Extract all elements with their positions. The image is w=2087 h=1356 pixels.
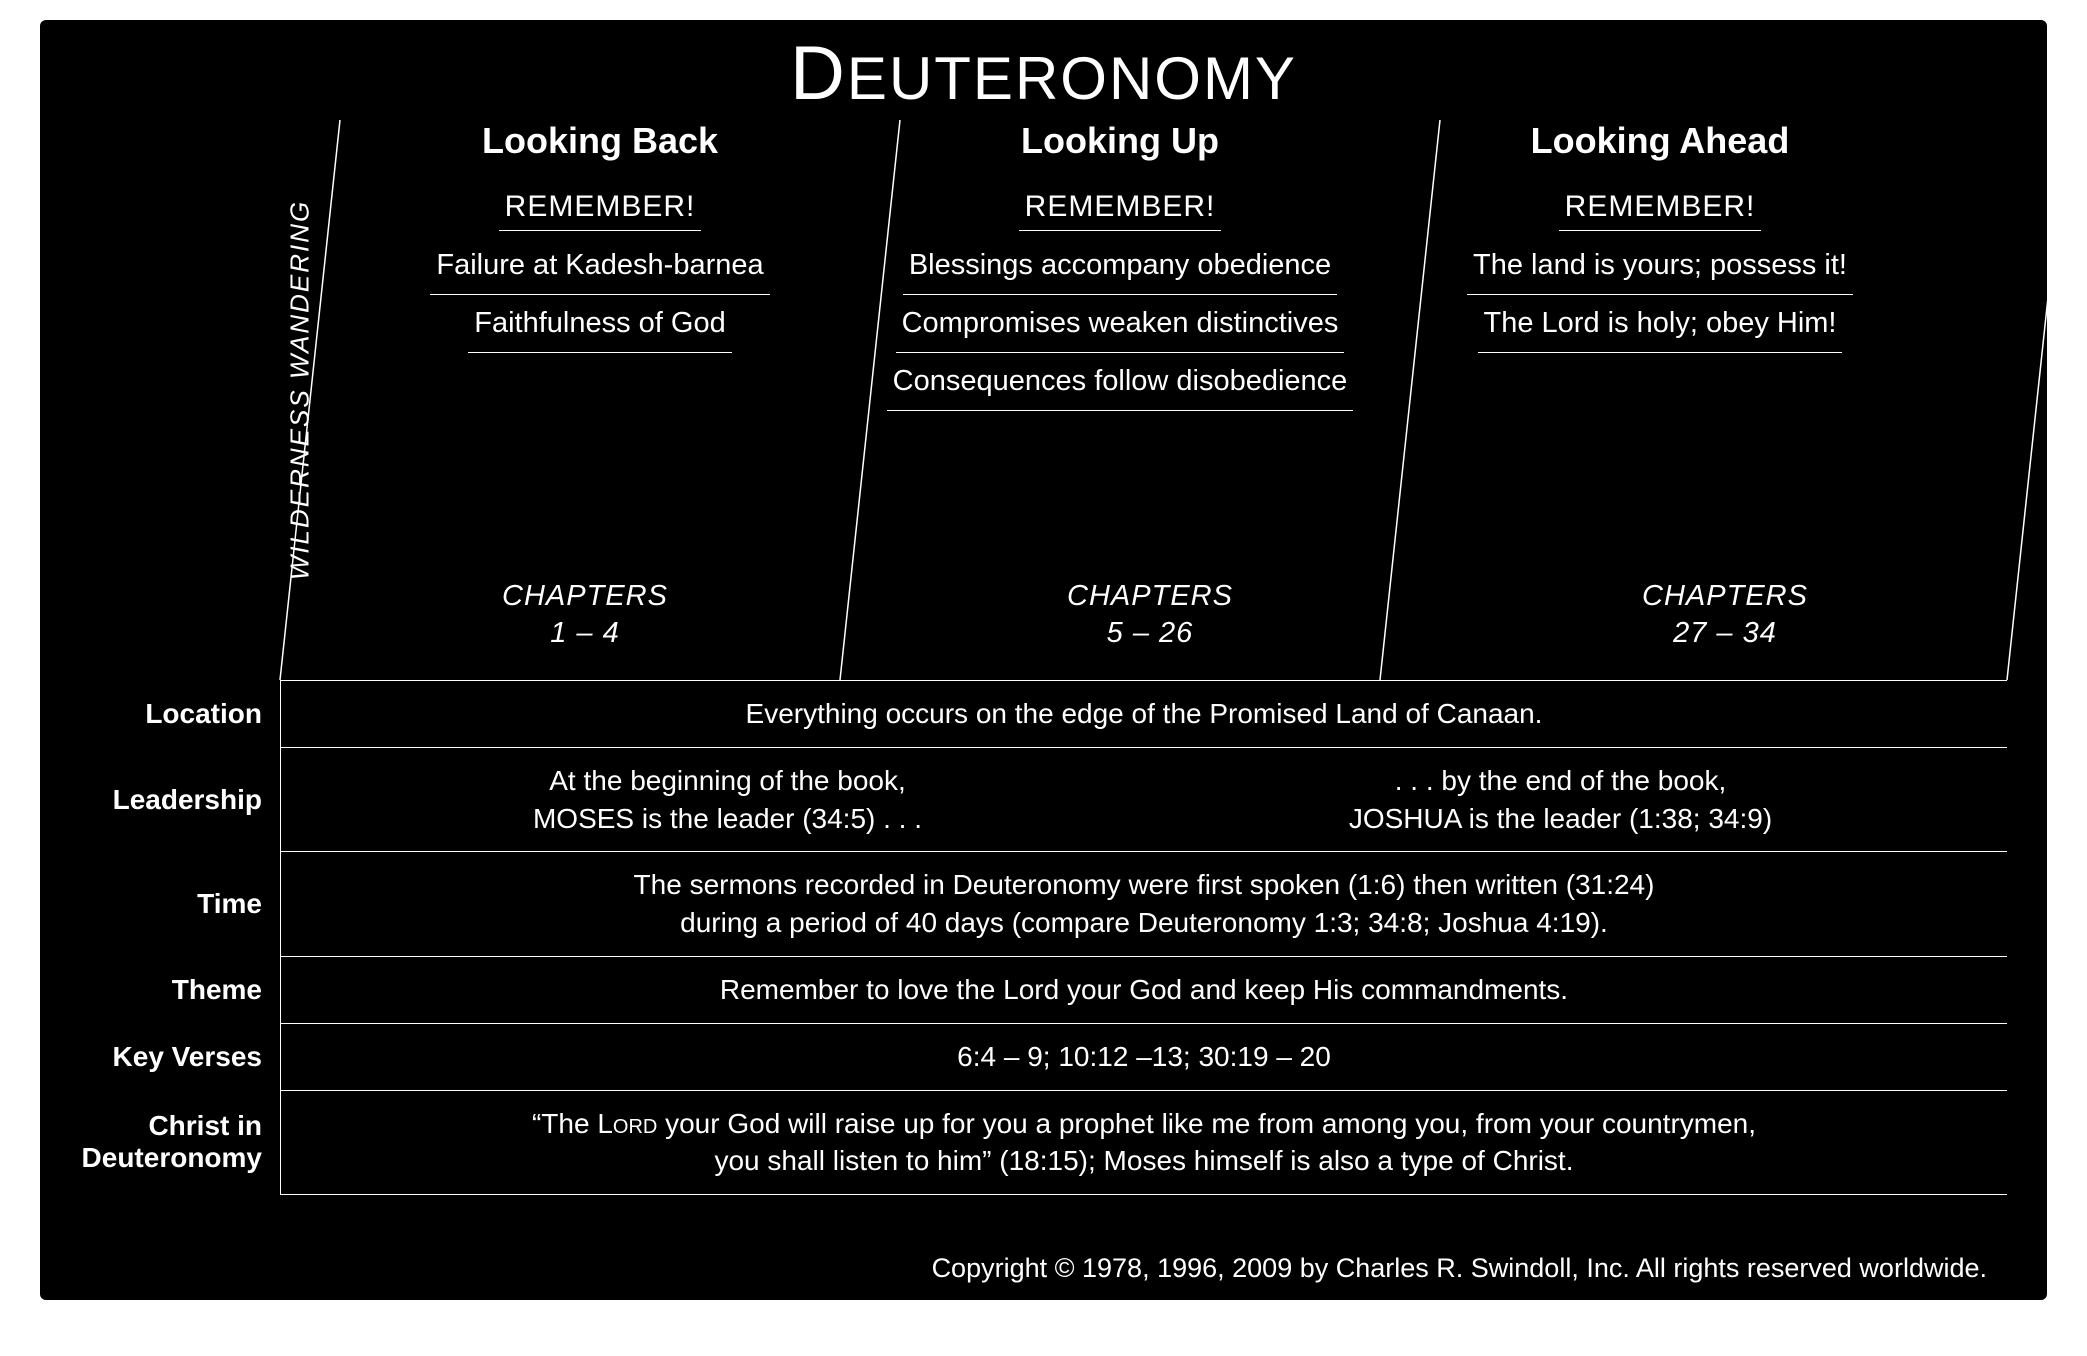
row-label-text: Theme [172,974,262,1006]
column-looking-up: Looking Up REMEMBER! Blessings accompany… [860,120,1380,411]
side-label-wilderness: WILDERNESS WANDERING [285,200,316,580]
row-label-text: Location [145,698,262,730]
leadership-right: . . . by the end of the book,JOSHUA is t… [1144,762,1977,838]
remember-label: REMEMBER! [1559,190,1762,231]
row-body: At the beginning of the book,MOSES is th… [280,748,2007,852]
column-lines: Blessings accompany obedienceCompromises… [860,237,1380,411]
chapters-label: CHAPTERS 5 – 26 [920,580,1380,650]
chart-frame: DEUTERONOMY WILDERNESS WANDERING Looking… [40,20,2047,1300]
remember-label: REMEMBER! [1019,190,1222,231]
book-title: DEUTERONOMY [40,20,2047,127]
row-body: The sermons recorded in Deuteronomy were… [280,852,2007,956]
row-location: Location Everything occurs on the edge o… [280,681,2007,748]
column-line: Consequences follow disobedience [887,353,1354,411]
row-christ: Christ inDeuteronomy “The Lord your God … [280,1091,2007,1196]
col-heading: Looking Up [860,120,1380,162]
copyright-text: Copyright © 1978, 1996, 2009 by Charles … [932,1253,1987,1284]
row-body: “The Lord your God will raise up for you… [280,1091,2007,1195]
column-looking-ahead: Looking Ahead REMEMBER! The land is your… [1400,120,1920,353]
column-line: Blessings accompany obedience [903,237,1337,295]
chapters-label: CHAPTERS 27 – 34 [1530,580,1920,650]
row-theme: Theme Remember to love the Lord your God… [280,957,2007,1024]
column-line: Faithfulness of God [468,295,731,353]
row-body: 6:4 – 9; 10:12 –13; 30:19 – 20 [280,1024,2007,1090]
row-label-text: Christ inDeuteronomy [82,1110,262,1174]
row-leadership: Leadership At the beginning of the book,… [280,748,2007,853]
row-label-text: Time [197,888,262,920]
column-lines: The land is yours; possess it!The Lord i… [1400,237,1920,353]
col-heading: Looking Back [360,120,840,162]
column-line: The land is yours; possess it! [1467,237,1853,295]
column-looking-back: Looking Back REMEMBER! Failure at Kadesh… [360,120,840,353]
row-key-verses: Key Verses 6:4 – 9; 10:12 –13; 30:19 – 2… [280,1024,2007,1091]
col-heading: Looking Ahead [1400,120,1920,162]
upper-region: WILDERNESS WANDERING Looking Back REMEMB… [40,120,2047,680]
row-time: Time The sermons recorded in Deuteronomy… [280,852,2007,957]
chapters-label: CHAPTERS 1 – 4 [330,580,840,650]
row-body: Everything occurs on the edge of the Pro… [280,681,2007,747]
leadership-left: At the beginning of the book,MOSES is th… [311,762,1144,838]
column-line: Failure at Kadesh-barnea [430,237,769,295]
row-label-text: Key Verses [113,1041,262,1073]
column-lines: Failure at Kadesh-barneaFaithfulness of … [360,237,840,353]
remember-label: REMEMBER! [499,190,702,231]
column-line: Compromises weaken distinctives [896,295,1345,353]
row-body: Remember to love the Lord your God and k… [280,957,2007,1023]
column-line: The Lord is holy; obey Him! [1478,295,1843,353]
row-label-text: Leadership [113,784,262,816]
summary-table: Location Everything occurs on the edge o… [280,680,2007,1195]
